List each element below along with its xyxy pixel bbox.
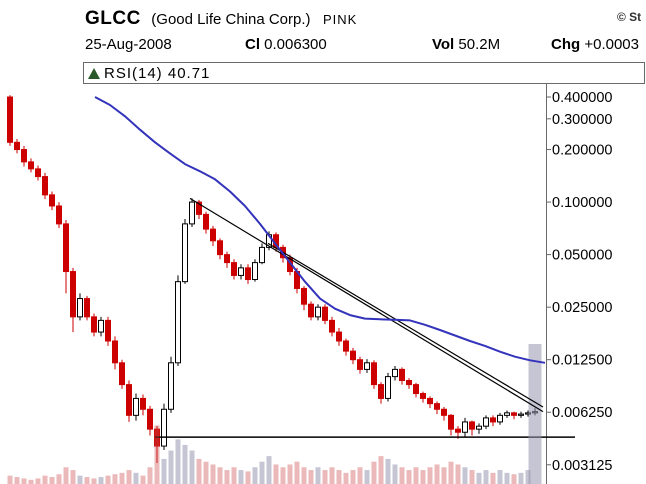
svg-text:0.100000: 0.100000 xyxy=(552,195,612,211)
ma-line-layer xyxy=(94,96,546,364)
chart-title-row: GLCC (Good Life China Corp.) PINK xyxy=(85,8,357,30)
svg-text:0.006250: 0.006250 xyxy=(552,405,612,421)
change-label: Chg xyxy=(551,36,581,53)
svg-text:0.200000: 0.200000 xyxy=(552,143,612,159)
change-value: +0.0003 xyxy=(584,36,639,53)
trendlines-layer xyxy=(189,197,544,413)
svg-text:0.050000: 0.050000 xyxy=(552,248,612,264)
ticker-symbol: GLCC xyxy=(85,8,141,29)
quote-date: 25-Aug-2008 xyxy=(85,36,172,53)
indicator-triangle-icon xyxy=(88,68,100,79)
company-name: (Good Life China Corp.) xyxy=(151,11,311,28)
svg-text:0.025000: 0.025000 xyxy=(552,300,612,316)
close-label: Cl xyxy=(245,36,260,53)
change-quote: Chg +0.0003 xyxy=(551,36,639,53)
close-quote: Cl 0.006300 xyxy=(245,36,327,53)
svg-text:0.400000: 0.400000 xyxy=(552,90,612,106)
watermark: © St xyxy=(617,10,642,24)
y-axis-labels: 0.400000 0.300000 0.200000 0.100000 0.050000… xyxy=(546,90,612,474)
candles-layer xyxy=(7,95,538,463)
volume-quote: Vol 50.2M xyxy=(432,36,500,53)
svg-text:0.300000: 0.300000 xyxy=(552,112,612,128)
svg-text:0.012500: 0.012500 xyxy=(552,353,612,369)
volume-value: 50.2M xyxy=(458,36,501,53)
indicator-label-box: RSI(14) 40.71 xyxy=(83,62,645,84)
svg-text:0.003125: 0.003125 xyxy=(552,458,612,474)
close-value: 0.006300 xyxy=(264,36,327,53)
exchange-label: PINK xyxy=(322,12,358,27)
volume-layer xyxy=(7,344,542,484)
quote-row: 25-Aug-2008 Cl 0.006300 Vol 50.2M Chg +0… xyxy=(0,36,646,56)
indicator-label: RSI(14) 40.71 xyxy=(104,65,211,82)
volume-label: Vol xyxy=(432,36,455,53)
